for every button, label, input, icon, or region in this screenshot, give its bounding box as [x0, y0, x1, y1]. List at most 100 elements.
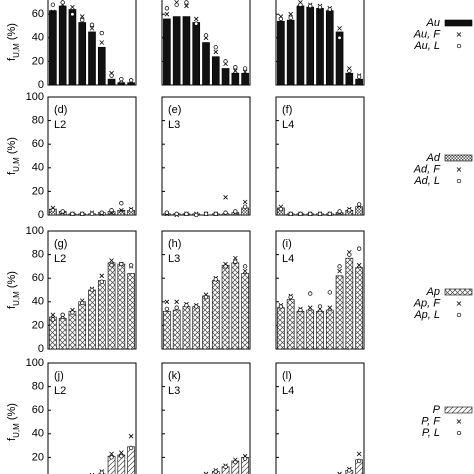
panel-label: (l): [282, 370, 292, 382]
legend-marker: [456, 167, 462, 172]
marker-l: [223, 464, 228, 469]
marker-l: [70, 12, 75, 17]
marker-l: [308, 291, 313, 296]
marker-l: [278, 206, 284, 212]
marker-f: [50, 312, 56, 318]
marker-l: [223, 264, 228, 269]
marker-f: [356, 262, 362, 268]
bar: [182, 16, 191, 86]
y-axis-label-part: U,M: [12, 157, 21, 172]
marker-f: [233, 68, 238, 74]
marker-l: [109, 455, 114, 460]
bar: [231, 262, 240, 350]
marker-l: [50, 317, 56, 322]
bar: [241, 72, 249, 86]
marker-l: [128, 445, 134, 451]
legend-swatch: [444, 288, 473, 296]
bar: [241, 207, 249, 216]
marker-l: [50, 208, 56, 213]
bar: [49, 10, 57, 86]
legend-label: Ad, F: [413, 163, 442, 175]
marker-f: [233, 255, 238, 261]
bar: [306, 6, 315, 86]
bar: [296, 5, 305, 86]
marker-l: [356, 74, 362, 79]
marker-l: [298, 211, 303, 216]
marker-l: [308, 3, 313, 9]
panel-sublabel: L3: [168, 385, 180, 397]
legend-marker: [456, 312, 462, 318]
marker-l: [194, 21, 199, 26]
marker-l: [194, 304, 199, 309]
y-axis-label: fU,M (%): [6, 137, 21, 175]
y-axis-label: fU,M (%): [6, 271, 21, 309]
y-axis-label-part: U,M: [12, 43, 21, 58]
marker-l: [213, 277, 218, 282]
marker-f: [327, 305, 333, 310]
y-axis-label: fU,M (%): [6, 403, 21, 441]
bar: [78, 301, 87, 350]
y-tick-label: 60: [32, 8, 44, 20]
bar: [202, 295, 210, 350]
panel-sublabel: L3: [168, 253, 180, 265]
marker-l: [164, 306, 170, 312]
marker-l: [213, 469, 218, 474]
y-tick-label: 60: [32, 404, 44, 416]
marker-f: [242, 199, 248, 205]
panel-sublabel: L4: [282, 119, 294, 131]
marker-f: [223, 195, 228, 200]
bar: [172, 16, 181, 86]
y-tick-label: 40: [32, 162, 44, 174]
marker-l: [89, 287, 95, 293]
marker-l: [174, 2, 179, 7]
marker-l: [89, 211, 95, 216]
y-axis-label: fU,M (%): [6, 23, 21, 61]
y-tick-label: 20: [32, 451, 44, 463]
y-axis-label-part: U,M: [12, 291, 21, 306]
y-axis-label-part: U,M: [12, 423, 21, 438]
marker-f: [50, 9, 56, 15]
legend-label: P, F: [421, 415, 441, 427]
marker-l: [164, 6, 170, 11]
marker-l: [242, 264, 248, 269]
bar: [325, 10, 334, 86]
marker-f: [99, 273, 105, 279]
bar: [241, 273, 249, 350]
legend-marker: [456, 419, 462, 424]
marker-f: [128, 433, 134, 439]
y-axis-label-part: f: [6, 57, 18, 61]
marker-l: [89, 22, 95, 27]
marker-l: [80, 300, 85, 306]
bar: [163, 18, 171, 86]
bar: [97, 46, 106, 86]
marker-f: [109, 451, 114, 457]
bar: [68, 310, 77, 350]
bar: [117, 263, 126, 350]
marker-l: [223, 59, 228, 64]
marker-l: [288, 15, 293, 20]
bar: [211, 280, 220, 350]
marker-l: [184, 303, 189, 308]
marker-l: [80, 17, 85, 23]
bar: [182, 306, 191, 350]
legend-swatch: [444, 19, 473, 27]
marker-l: [99, 30, 104, 36]
legend-label: Ap: [426, 286, 440, 298]
marker-l: [128, 78, 134, 83]
bar: [117, 82, 126, 86]
marker-l: [213, 45, 218, 50]
marker-l: [347, 208, 352, 213]
marker-l: [174, 305, 179, 310]
marker-l: [278, 16, 284, 22]
marker-l: [327, 290, 332, 295]
marker-l: [99, 279, 104, 284]
marker-l: [99, 210, 104, 215]
bar: [107, 262, 116, 350]
y-tick-label: 80: [32, 115, 44, 127]
marker-l: [194, 212, 199, 218]
legend-marker: [456, 178, 462, 184]
bar: [277, 307, 285, 350]
bar: [355, 78, 363, 86]
marker-l: [60, 0, 65, 5]
marker-f: [119, 207, 124, 213]
